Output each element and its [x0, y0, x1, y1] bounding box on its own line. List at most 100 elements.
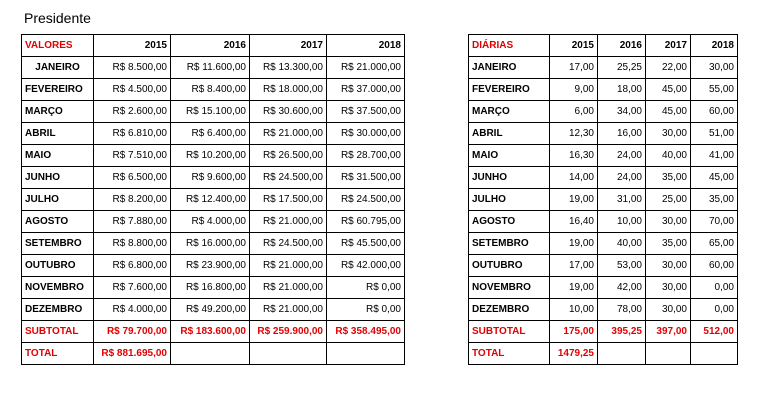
valores-month-label: ABRIL: [21, 122, 94, 145]
valores-value-cell: R$ 0,00: [326, 298, 405, 321]
valores-value-cell: R$ 49.200,00: [170, 298, 250, 321]
valores-value-cell: R$ 6.800,00: [93, 254, 171, 277]
table-row: SETEMBRO 19,00 40,00 35,00 65,00: [468, 232, 738, 255]
valores-value-cell: R$ 7.600,00: [93, 276, 171, 299]
valores-value-cell: R$ 15.100,00: [170, 100, 250, 123]
diarias-value-cell: 19,00: [549, 276, 598, 299]
valores-value-cell: R$ 11.600,00: [170, 56, 250, 79]
table-row: OUTUBRO R$ 6.800,00 R$ 23.900,00 R$ 21.000,…: [21, 254, 405, 277]
diarias-value-cell: 35,00: [690, 188, 738, 211]
valores-subtotal-value: R$ 358.495,00: [326, 320, 405, 343]
diarias-month-label: JUNHO: [468, 166, 550, 189]
diarias-value-cell: 0,00: [690, 276, 738, 299]
table-row: SETEMBRO R$ 8.800,00 R$ 16.000,00 R$ 24.500…: [21, 232, 405, 255]
table-row: OUTUBRO 17,00 53,00 30,00 60,00: [468, 254, 738, 277]
valores-month-label: JULHO: [21, 188, 94, 211]
diarias-subtotal-label: SUBTOTAL: [468, 320, 550, 343]
diarias-empty-cell: [645, 342, 691, 365]
diarias-value-cell: 6,00: [549, 100, 598, 123]
diarias-month-label: ABRIL: [468, 122, 550, 145]
diarias-month-label: NOVEMBRO: [468, 276, 550, 299]
valores-value-cell: R$ 8.500,00: [93, 56, 171, 79]
valores-value-cell: R$ 21.000,00: [326, 56, 405, 79]
valores-value-cell: R$ 26.500,00: [249, 144, 327, 167]
table-row: NOVEMBRO R$ 7.600,00 R$ 16.800,00 R$ 21.000…: [21, 276, 405, 299]
valores-total-value: R$ 881.695,00: [93, 342, 171, 365]
diarias-value-cell: 22,00: [645, 56, 691, 79]
valores-value-cell: R$ 16.800,00: [170, 276, 250, 299]
valores-value-cell: R$ 21.000,00: [249, 122, 327, 145]
table-row: JUNHO R$ 6.500,00 R$ 9.600,00 R$ 24.500,00 R…: [21, 166, 405, 189]
table-row: FEVEREIRO R$ 4.500,00 R$ 8.400,00 R$ 18.000…: [21, 78, 405, 101]
diarias-total-value: 1479,25: [549, 342, 598, 365]
diarias-header-row: DIÁRIAS 2015 2016 2017 2018: [468, 34, 738, 57]
diarias-subtotal-value: 175,00: [549, 320, 598, 343]
valores-month-label: OUTUBRO: [21, 254, 94, 277]
valores-value-cell: R$ 16.000,00: [170, 232, 250, 255]
valores-value-cell: R$ 17.500,00: [249, 188, 327, 211]
valores-subtotal-label: SUBTOTAL: [21, 320, 94, 343]
valores-month-label: JANEIRO: [21, 56, 94, 79]
table-row: JANEIRO R$ 8.500,00 R$ 11.600,00 R$ 13.300,…: [21, 56, 405, 79]
diarias-month-label: FEVEREIRO: [468, 78, 550, 101]
valores-month-label: AGOSTO: [21, 210, 94, 233]
valores-empty-cell: [170, 342, 250, 365]
valores-table: VALORES 2015 2016 2017 2018 JANEIRO R$ 8.500,0…: [21, 34, 405, 365]
diarias-value-cell: 16,30: [549, 144, 598, 167]
valores-value-cell: R$ 8.800,00: [93, 232, 171, 255]
diarias-empty-cell: [597, 342, 646, 365]
valores-value-cell: R$ 6.810,00: [93, 122, 171, 145]
diarias-value-cell: 70,00: [690, 210, 738, 233]
diarias-subtotal-row: SUBTOTAL 175,00 395,25 397,00 512,00: [468, 320, 738, 343]
valores-subtotal-row: SUBTOTAL R$ 79.700,00 R$ 183.600,00 R$ 259.…: [21, 320, 405, 343]
table-row: DEZEMBRO R$ 4.000,00 R$ 49.200,00 R$ 21.000…: [21, 298, 405, 321]
valores-month-label: MARÇO: [21, 100, 94, 123]
valores-value-cell: R$ 21.000,00: [249, 254, 327, 277]
table-row: JULHO 19,00 31,00 25,00 35,00: [468, 188, 738, 211]
valores-value-cell: R$ 60.795,00: [326, 210, 405, 233]
valores-total-row: TOTAL R$ 881.695,00: [21, 342, 405, 365]
diarias-year-header: 2017: [645, 34, 691, 57]
valores-value-cell: R$ 31.500,00: [326, 166, 405, 189]
diarias-value-cell: 45,00: [645, 100, 691, 123]
valores-header-row: VALORES 2015 2016 2017 2018: [21, 34, 405, 57]
diarias-value-cell: 12,30: [549, 122, 598, 145]
diarias-subtotal-value: 395,25: [597, 320, 646, 343]
valores-value-cell: R$ 4.000,00: [170, 210, 250, 233]
valores-value-cell: R$ 21.000,00: [249, 210, 327, 233]
diarias-value-cell: 35,00: [645, 232, 691, 255]
diarias-value-cell: 16,40: [549, 210, 598, 233]
diarias-month-label: JANEIRO: [468, 56, 550, 79]
valores-value-cell: R$ 30.000,00: [326, 122, 405, 145]
diarias-value-cell: 55,00: [690, 78, 738, 101]
diarias-value-cell: 19,00: [549, 232, 598, 255]
valores-value-cell: R$ 13.300,00: [249, 56, 327, 79]
valores-value-cell: R$ 42.000,00: [326, 254, 405, 277]
valores-value-cell: R$ 0,00: [326, 276, 405, 299]
diarias-value-cell: 16,00: [597, 122, 646, 145]
diarias-value-cell: 35,00: [645, 166, 691, 189]
page-title: Presidente: [24, 10, 91, 26]
valores-value-cell: R$ 9.600,00: [170, 166, 250, 189]
valores-month-label: NOVEMBRO: [21, 276, 94, 299]
diarias-value-cell: 10,00: [597, 210, 646, 233]
diarias-empty-cell: [690, 342, 738, 365]
valores-month-label: SETEMBRO: [21, 232, 94, 255]
diarias-value-cell: 17,00: [549, 254, 598, 277]
valores-value-cell: R$ 30.600,00: [249, 100, 327, 123]
diarias-header-title: DIÁRIAS: [468, 34, 550, 57]
diarias-value-cell: 30,00: [645, 254, 691, 277]
valores-value-cell: R$ 24.500,00: [249, 166, 327, 189]
valores-empty-cell: [249, 342, 327, 365]
diarias-value-cell: 30,00: [645, 298, 691, 321]
diarias-value-cell: 40,00: [645, 144, 691, 167]
diarias-value-cell: 19,00: [549, 188, 598, 211]
valores-value-cell: R$ 28.700,00: [326, 144, 405, 167]
diarias-value-cell: 65,00: [690, 232, 738, 255]
diarias-value-cell: 51,00: [690, 122, 738, 145]
diarias-value-cell: 78,00: [597, 298, 646, 321]
diarias-value-cell: 14,00: [549, 166, 598, 189]
diarias-value-cell: 25,25: [597, 56, 646, 79]
diarias-value-cell: 25,00: [645, 188, 691, 211]
diarias-month-label: DEZEMBRO: [468, 298, 550, 321]
